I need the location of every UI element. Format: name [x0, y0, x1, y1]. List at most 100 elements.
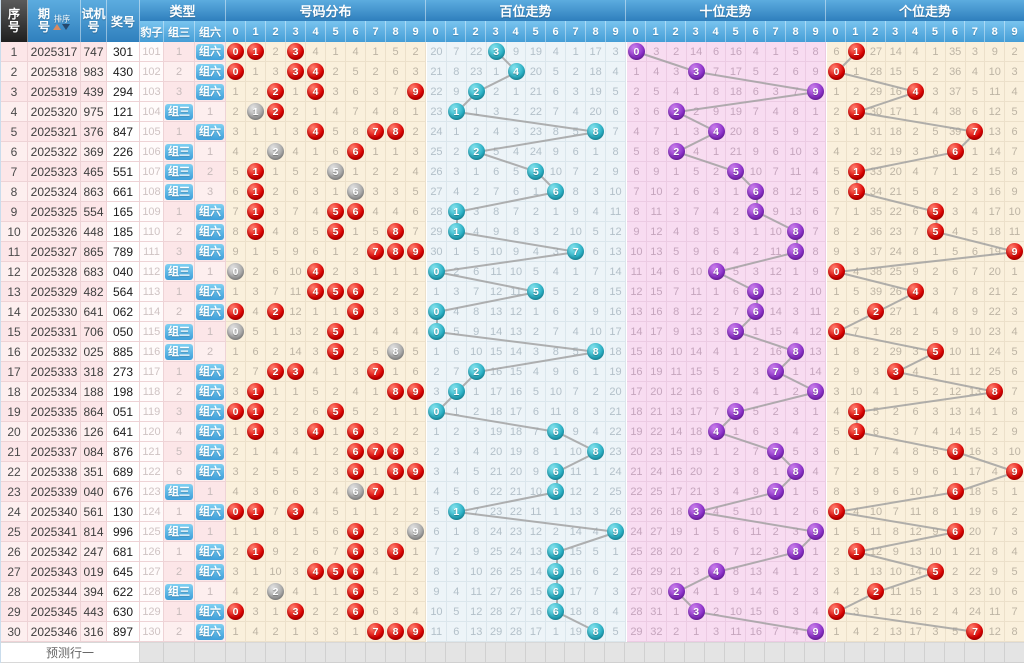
predict-cell[interactable] — [325, 642, 346, 663]
miss-count-cell: 1 — [286, 82, 306, 102]
predict-cell[interactable] — [425, 642, 446, 663]
predict-cell[interactable] — [545, 642, 566, 663]
miss-count-cell: 18 — [486, 402, 507, 422]
miss-count-cell: 3 — [386, 182, 406, 202]
lottery-ball: 1 — [247, 543, 264, 560]
miss-count-cell: 3 — [686, 562, 707, 582]
trend-hit-cell: 7 — [366, 122, 386, 142]
predict-cell[interactable] — [785, 642, 806, 663]
units-group-title: 个位走势 — [826, 0, 1024, 21]
miss-count-cell: 8 — [925, 502, 946, 522]
miss-count-cell: 15 — [486, 342, 507, 362]
predict-cell[interactable] — [924, 642, 945, 663]
predict-cell[interactable] — [805, 642, 826, 663]
test-number-cell: 864 — [81, 402, 107, 422]
predict-cell[interactable] — [445, 642, 466, 663]
period-cell: 2025317 — [28, 42, 81, 62]
predict-cell[interactable] — [645, 642, 666, 663]
predict-cell[interactable] — [265, 642, 286, 663]
miss-count-cell: 2 — [566, 62, 587, 82]
predict-cell[interactable] — [725, 642, 746, 663]
predict-cell[interactable] — [1004, 642, 1024, 663]
predict-cell[interactable] — [665, 642, 686, 663]
predict-cell[interactable] — [385, 642, 406, 663]
test-number-cell: 554 — [81, 202, 107, 222]
miss-count-cell: 3 — [226, 562, 246, 582]
predict-cell[interactable] — [825, 642, 846, 663]
predict-cell[interactable] — [195, 642, 226, 663]
table-row: 18 2025334 188 198 118 2 组六 — [1, 382, 226, 402]
miss-count-cell: 6 — [786, 62, 807, 82]
trend-hit-cell: 3 — [686, 502, 707, 522]
predict-cell[interactable] — [884, 642, 905, 663]
miss-count-cell: 14 — [286, 342, 306, 362]
predict-cell[interactable] — [625, 642, 646, 663]
miss-count-cell: 1 — [446, 242, 467, 262]
period-cell: 2025318 — [28, 62, 81, 82]
predict-cell[interactable] — [485, 642, 506, 663]
predict-cell[interactable] — [365, 642, 386, 663]
zusan-cell: 2 — [164, 222, 195, 242]
miss-count-cell: 3 — [766, 542, 787, 562]
sort-control[interactable]: 排序 — [53, 12, 71, 30]
sort-asc-icon[interactable] — [53, 24, 62, 30]
miss-count-cell: 3 — [386, 302, 406, 322]
predict-cell[interactable] — [685, 642, 706, 663]
predict-cell[interactable] — [605, 642, 626, 663]
prediction-row-label: 预测行一 — [1, 642, 140, 663]
predict-cell[interactable] — [745, 642, 766, 663]
lottery-ball: 5 — [926, 223, 944, 240]
miss-count-cell: 8 — [1005, 402, 1024, 422]
miss-count-cell: 2 — [866, 622, 887, 642]
predict-cell[interactable] — [525, 642, 546, 663]
predict-cell[interactable] — [164, 642, 195, 663]
miss-count-cell: 1 — [686, 622, 707, 642]
predict-cell[interactable] — [285, 642, 306, 663]
lottery-ball: 6 — [547, 423, 565, 440]
miss-count-cell: 4 — [666, 222, 687, 242]
digit-header: 4 — [306, 21, 326, 42]
miss-count-cell: 8 — [846, 342, 867, 362]
lottery-ball: 3 — [687, 603, 705, 620]
miss-count-cell: 21 — [486, 462, 507, 482]
predict-cell[interactable] — [226, 642, 246, 663]
lottery-ball: 1 — [847, 163, 865, 180]
prize-number-cell: 847 — [107, 122, 140, 142]
trend-hit-cell: 2 — [266, 102, 286, 122]
table-row: 23 2025339 040 676 123 组三 1 — [1, 482, 226, 502]
predict-cell[interactable] — [305, 642, 326, 663]
sort-desc-icon[interactable] — [62, 24, 71, 30]
test-number-cell: 316 — [81, 622, 107, 642]
miss-count-cell: 1 — [846, 122, 867, 142]
predict-cell[interactable] — [964, 642, 985, 663]
predict-cell[interactable] — [140, 642, 164, 663]
miss-count-cell: 21 — [886, 182, 907, 202]
miss-count-cell: 36 — [945, 62, 966, 82]
predict-cell[interactable] — [505, 642, 526, 663]
predict-cell[interactable] — [405, 642, 426, 663]
miss-count-cell: 4 — [326, 482, 346, 502]
miss-count-cell: 4 — [446, 462, 467, 482]
predict-cell[interactable] — [465, 642, 486, 663]
miss-count-cell: 6 — [886, 482, 907, 502]
miss-count-cell: 4 — [586, 422, 607, 442]
miss-count-cell: 1 — [226, 342, 246, 362]
predict-cell[interactable] — [845, 642, 865, 663]
predict-cell[interactable] — [245, 642, 266, 663]
predict-cell[interactable] — [765, 642, 786, 663]
predict-cell[interactable] — [904, 642, 925, 663]
predict-cell[interactable] — [984, 642, 1005, 663]
miss-count-cell: 3 — [586, 502, 607, 522]
predict-cell[interactable] — [865, 642, 885, 663]
miss-count-cell: 7 — [446, 362, 467, 382]
miss-count-cell: 27 — [866, 42, 887, 62]
miss-count-cell: 6 — [386, 62, 406, 82]
predict-cell[interactable] — [565, 642, 586, 663]
predict-cell[interactable] — [585, 642, 606, 663]
predict-cell[interactable] — [345, 642, 366, 663]
miss-count-cell: 2 — [1005, 282, 1024, 302]
predict-cell[interactable] — [944, 642, 965, 663]
predict-cell[interactable] — [705, 642, 726, 663]
lottery-ball: 5 — [527, 283, 545, 300]
